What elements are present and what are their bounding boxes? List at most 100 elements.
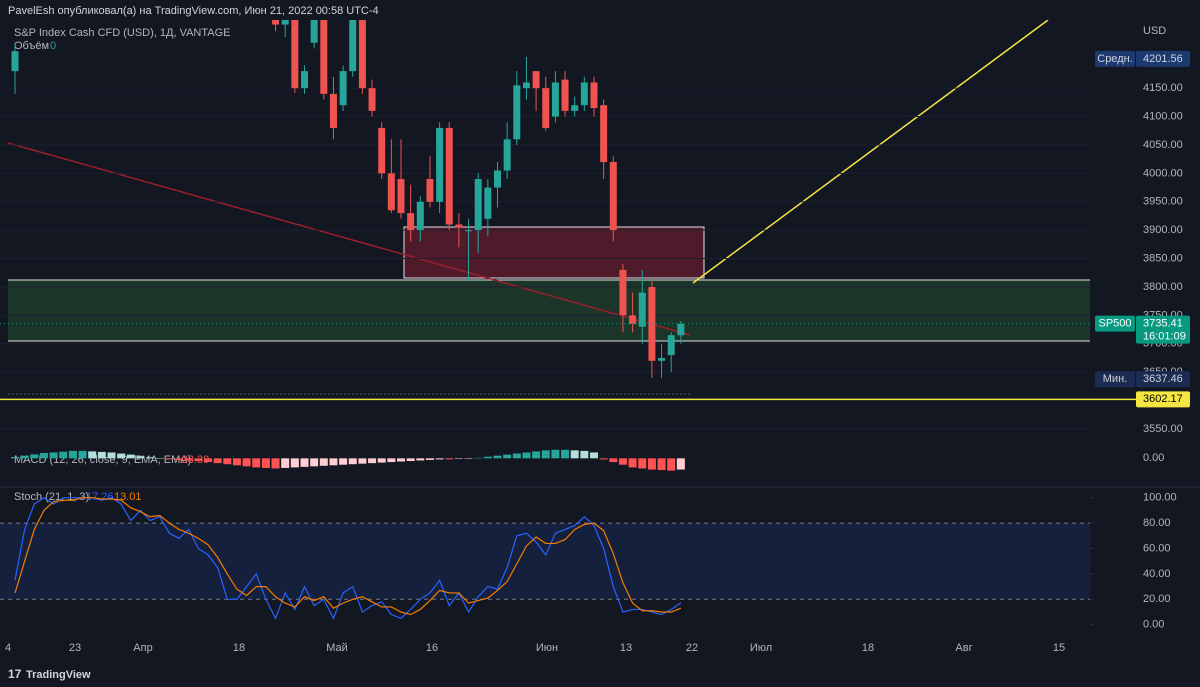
candle-body xyxy=(310,20,318,43)
histogram-bar xyxy=(252,458,261,468)
price-label-value: 4201.56 xyxy=(1143,53,1183,65)
candle-body xyxy=(320,20,328,94)
histogram-bar xyxy=(368,458,377,464)
histogram-bar xyxy=(194,458,203,461)
candle-body xyxy=(513,85,521,140)
price-label-value: 3637.46 xyxy=(1143,373,1183,385)
histogram-bar xyxy=(512,453,521,459)
stoch-line xyxy=(14,496,682,620)
x-tick-label: 23 xyxy=(69,642,81,654)
indicator-title: Stoch (21, 1, 3) xyxy=(14,491,89,503)
histogram-bar xyxy=(435,458,444,460)
histogram-bar xyxy=(175,458,184,460)
y-tick-label: 40.00 xyxy=(1143,568,1171,580)
histogram-bar xyxy=(647,458,656,470)
candle-body xyxy=(522,82,530,89)
candle-body xyxy=(368,88,376,111)
histogram-bar xyxy=(204,458,212,463)
price-label-box xyxy=(1136,371,1190,388)
histogram-bar xyxy=(464,458,473,459)
candle-body xyxy=(551,82,559,117)
y-tick-label: 3950.00 xyxy=(1143,196,1183,208)
trend-line xyxy=(7,142,691,336)
histogram-bar xyxy=(213,458,222,464)
candle-body xyxy=(561,79,569,111)
histogram-bar xyxy=(310,458,319,467)
drawings xyxy=(7,20,1090,395)
candle-body xyxy=(329,93,337,128)
price-label-box xyxy=(1136,391,1190,408)
histogram-bar xyxy=(406,458,415,461)
histogram-bar xyxy=(165,458,174,460)
candle-body xyxy=(387,173,395,211)
candle-body xyxy=(590,82,598,109)
candle-body xyxy=(677,323,685,336)
candle-body xyxy=(358,20,366,89)
candle-body xyxy=(445,127,453,225)
candle-body xyxy=(474,179,482,231)
countdown: 16:01:09 xyxy=(1143,331,1186,343)
volume-label: Объём xyxy=(14,40,49,52)
histogram-bar xyxy=(88,451,97,459)
histogram-bar xyxy=(232,458,241,466)
y-tick-label: 20.00 xyxy=(1143,593,1171,605)
candle-body xyxy=(281,20,289,25)
histogram-bar xyxy=(117,453,126,459)
symbol-title: S&P Index Cash CFD (USD), 1Д, VANTAGE xyxy=(14,27,231,39)
last-price-name-box xyxy=(1095,315,1135,332)
supply-zone xyxy=(403,226,705,279)
last-price-name: SP500 xyxy=(1098,318,1131,330)
histogram-bar xyxy=(242,458,251,467)
histogram-bar xyxy=(271,458,280,469)
publisher: PavelEsh опубликовал(а) на TradingView.c… xyxy=(8,5,379,17)
x-tick-label: Июн xyxy=(536,642,558,654)
legend-value: 17.26 xyxy=(86,491,114,503)
candle-body xyxy=(301,71,308,89)
indicator-value: -28.39 xyxy=(178,454,209,466)
histogram-bar xyxy=(618,458,627,465)
histogram-bar xyxy=(377,458,386,463)
volume-value: 0 xyxy=(50,40,56,52)
histogram-bar xyxy=(503,454,512,459)
footer xyxy=(0,664,1200,687)
x-tick-label: 15 xyxy=(1053,642,1065,654)
y-tick-label: 60.00 xyxy=(1143,542,1171,554)
y-tick-label: 3550.00 xyxy=(1143,423,1183,435)
histogram-bar xyxy=(570,450,579,459)
candle-body xyxy=(571,105,579,111)
histogram-bar xyxy=(11,457,19,459)
last-price-box xyxy=(1136,315,1190,344)
candle-body xyxy=(494,170,501,188)
y-tick-label: 3800.00 xyxy=(1143,281,1183,293)
histogram-bar xyxy=(107,452,116,459)
brand: TradingView xyxy=(26,669,91,681)
candle-body xyxy=(542,88,550,128)
histogram-bar xyxy=(638,458,647,469)
histogram-bar xyxy=(609,458,618,463)
histogram-bar xyxy=(261,458,270,468)
histogram-bar xyxy=(290,458,299,468)
candle-body xyxy=(11,51,19,72)
histogram-bar xyxy=(223,458,232,465)
y-tick-label: 0.00 xyxy=(1143,452,1164,464)
projection-line xyxy=(692,20,1049,284)
candle-body xyxy=(532,71,540,89)
histogram-bar xyxy=(348,458,357,465)
histogram-bar xyxy=(68,450,77,459)
candle-body xyxy=(638,292,646,327)
y-tick-label: 4000.00 xyxy=(1143,167,1183,179)
candle-body xyxy=(600,105,608,162)
histogram-bar xyxy=(184,458,193,461)
histogram-bar xyxy=(599,458,608,460)
histogram-bar xyxy=(155,458,164,459)
legend-value: 13.01 xyxy=(114,491,142,503)
y-tick-label: 80.00 xyxy=(1143,517,1171,529)
demand-zone xyxy=(8,280,1090,341)
candle-body xyxy=(416,201,424,231)
indicator-title: MACD (12, 26, close, 9, EMA, EMA) xyxy=(14,454,191,466)
candle-body xyxy=(465,230,473,232)
histogram-bar xyxy=(590,452,598,459)
x-tick-label: Апр xyxy=(133,642,152,654)
